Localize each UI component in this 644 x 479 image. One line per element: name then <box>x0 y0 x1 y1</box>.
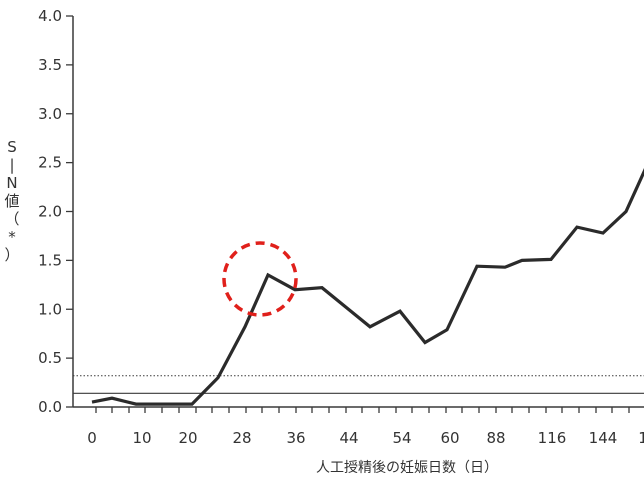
y-axis-label: S | N 値（*） <box>2 138 22 264</box>
y-tick-label: 3.5 <box>38 56 62 74</box>
x-tick-label: 44 <box>339 429 358 447</box>
reference-lines <box>73 375 644 394</box>
y-tick-label: 1.5 <box>38 251 62 269</box>
y-axis-label-char: | <box>9 156 15 174</box>
axes: 0.0 0.5 1.0 1.5 2.0 2.5 3.0 3.5 4.0 0 10 20 28 36 44 54… <box>38 7 644 447</box>
x-tick-label: 144 <box>589 429 618 447</box>
y-tick-label: 2.0 <box>38 203 62 221</box>
y-axis-label-char: （ <box>4 210 20 228</box>
x-tick-label: 20 <box>178 429 197 447</box>
y-axis-label-char: S <box>7 138 17 156</box>
x-tick-label: 60 <box>440 429 459 447</box>
y-tick-label: 1.0 <box>38 300 62 318</box>
y-axis-label-char: ） <box>4 246 20 264</box>
x-axis-label: 人工授精後の妊娠日数（日） <box>316 460 498 476</box>
x-tick-label: 36 <box>286 429 305 447</box>
highlight-circle <box>222 241 298 317</box>
y-axis-label-char: 値 <box>4 192 20 210</box>
y-tick-label: 0.0 <box>38 398 62 416</box>
x-tick-label: 116 <box>538 429 567 447</box>
x-tick-label: 88 <box>486 429 505 447</box>
x-tick-label: 28 <box>232 429 251 447</box>
y-tick-label: 0.5 <box>38 349 62 367</box>
highlight <box>222 241 298 317</box>
y-tick-label: 4.0 <box>38 7 62 25</box>
y-axis-label-char: N <box>6 174 18 192</box>
x-tick-label: 10 <box>132 429 151 447</box>
x-tick-label: 0 <box>87 429 97 447</box>
x-tick-label: 1 <box>638 429 644 447</box>
series-line <box>91 168 644 406</box>
y-axis-label-char: * <box>8 228 16 246</box>
x-tick-label: 54 <box>392 429 411 447</box>
series <box>91 168 644 406</box>
y-tick-label: 3.0 <box>38 105 62 123</box>
y-tick-label: 2.5 <box>38 154 62 172</box>
